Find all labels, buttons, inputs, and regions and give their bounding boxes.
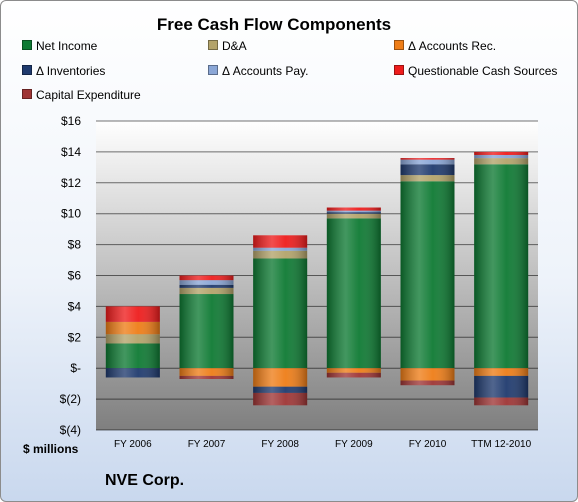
bar-segment-shading bbox=[105, 334, 160, 344]
legend-label-net-income: Net Income bbox=[36, 39, 98, 53]
legend-label-accounts-pay: Δ Accounts Pay. bbox=[222, 64, 309, 78]
y-tick-label: $(4) bbox=[60, 423, 81, 437]
y-tick-label: $8 bbox=[68, 238, 82, 252]
bar-segment-shading bbox=[105, 343, 160, 369]
legend-swatch-inventories bbox=[22, 65, 32, 75]
bar-segment-shading bbox=[179, 284, 234, 288]
y-tick-label: $10 bbox=[61, 207, 81, 221]
chart-title: Free Cash Flow Components bbox=[156, 15, 392, 34]
bar-segment-shading bbox=[474, 154, 529, 159]
bar-segment-shading bbox=[253, 235, 308, 248]
legend-swatch-accounts-rec bbox=[394, 40, 404, 50]
bar-segment-shading bbox=[326, 218, 381, 369]
legend-item-accounts-rec: Δ Accounts Rec. bbox=[394, 39, 496, 53]
legend-label-questionable-cash: Questionable Cash Sources bbox=[408, 64, 558, 78]
bar-segment-shading bbox=[326, 372, 381, 378]
y-tick-label: $- bbox=[70, 361, 81, 375]
y-tick-label: $2 bbox=[68, 330, 82, 344]
bar-segment-shading bbox=[326, 210, 381, 213]
x-tick-label: FY 2008 bbox=[261, 439, 299, 450]
bar-segment-shading bbox=[105, 368, 160, 378]
legend-swatch-capex bbox=[22, 89, 32, 99]
bar-segment-shading bbox=[179, 287, 234, 295]
legend-label-accounts-rec: Δ Accounts Rec. bbox=[408, 39, 497, 53]
bar-segment-shading bbox=[400, 175, 455, 182]
legend-item-capex: Capital Expenditure bbox=[22, 88, 141, 102]
bar-segment-shading bbox=[474, 397, 529, 406]
legend-swatch-net-income bbox=[22, 40, 32, 50]
bar-segment-shading bbox=[326, 207, 381, 211]
bar-segment-shading bbox=[400, 380, 455, 386]
bar-segment-shading bbox=[326, 212, 381, 214]
legend-label-inventories: Δ Inventories bbox=[36, 64, 106, 78]
legend-swatch-accounts-pay bbox=[208, 65, 218, 75]
company-name: NVE Corp. bbox=[105, 472, 185, 489]
legend-item-net-income: Net Income bbox=[22, 39, 97, 53]
bar-segment-shading bbox=[105, 306, 160, 322]
bar-segment-shading bbox=[400, 368, 455, 381]
legend-swatch-d-and-a bbox=[208, 40, 218, 50]
x-tick-label: FY 2006 bbox=[114, 439, 152, 450]
bar-segment-shading bbox=[179, 375, 234, 380]
y-tick-label: $16 bbox=[61, 114, 81, 128]
legend-label-capex: Capital Expenditure bbox=[36, 88, 141, 102]
grid-lines bbox=[96, 120, 538, 431]
bar-segment-shading bbox=[179, 368, 234, 376]
bar-segment-shading bbox=[253, 250, 308, 259]
x-tick-label: TTM 12-2010 bbox=[471, 439, 531, 450]
x-tick-label: FY 2009 bbox=[335, 439, 373, 450]
bar-segment-shading bbox=[105, 321, 160, 335]
y-axis-label: $ millions bbox=[23, 442, 79, 456]
bar-segment-shading bbox=[326, 368, 381, 373]
bar-segment-shading bbox=[253, 386, 308, 393]
bar-segment-shading bbox=[179, 280, 234, 285]
x-tick-label: FY 2007 bbox=[188, 439, 226, 450]
bar-segment-shading bbox=[400, 164, 455, 176]
y-tick-label: $12 bbox=[61, 176, 81, 190]
bar-segment-shading bbox=[253, 368, 308, 387]
bar-segment-shading bbox=[326, 213, 381, 219]
bar-segment-shading bbox=[253, 247, 308, 251]
bar-segment-shading bbox=[474, 151, 529, 155]
y-axis-ticks: $16 $14 $12 $10 $8 $6 $4 $2 $- $(2) $(4) bbox=[60, 114, 82, 437]
legend-item-accounts-pay: Δ Accounts Pay. bbox=[208, 64, 309, 78]
bar-segment-shading bbox=[474, 164, 529, 369]
y-tick-label: $4 bbox=[68, 299, 82, 313]
bar-segment-shading bbox=[474, 368, 529, 376]
bar-segment-shading bbox=[474, 158, 529, 165]
legend-item-d-and-a: D&A bbox=[208, 39, 247, 53]
legend-label-d-and-a: D&A bbox=[222, 39, 247, 53]
bar-segment-shading bbox=[400, 158, 455, 160]
bar-segment-shading bbox=[400, 159, 455, 165]
x-tick-label: FY 2010 bbox=[409, 439, 447, 450]
y-tick-label: $6 bbox=[68, 269, 82, 283]
bar-segment-shading bbox=[400, 181, 455, 369]
y-tick-label: $(2) bbox=[60, 392, 81, 406]
legend-swatch-questionable-cash bbox=[394, 65, 404, 75]
bar-segment-shading bbox=[474, 375, 529, 398]
x-axis-ticks: FY 2006 FY 2007 FY 2008 FY 2009 FY 2010 TTM 1… bbox=[114, 439, 532, 450]
legend-item-inventories: Δ Inventories bbox=[22, 64, 105, 78]
y-tick-label: $14 bbox=[61, 145, 81, 159]
bar-segment-shading bbox=[179, 275, 234, 281]
bar-segment-shading bbox=[179, 294, 234, 369]
bar-segment-shading bbox=[253, 258, 308, 369]
bars bbox=[105, 151, 529, 406]
bar-segment-shading bbox=[253, 392, 308, 406]
legend-item-questionable-cash: Questionable Cash Sources bbox=[394, 64, 557, 78]
